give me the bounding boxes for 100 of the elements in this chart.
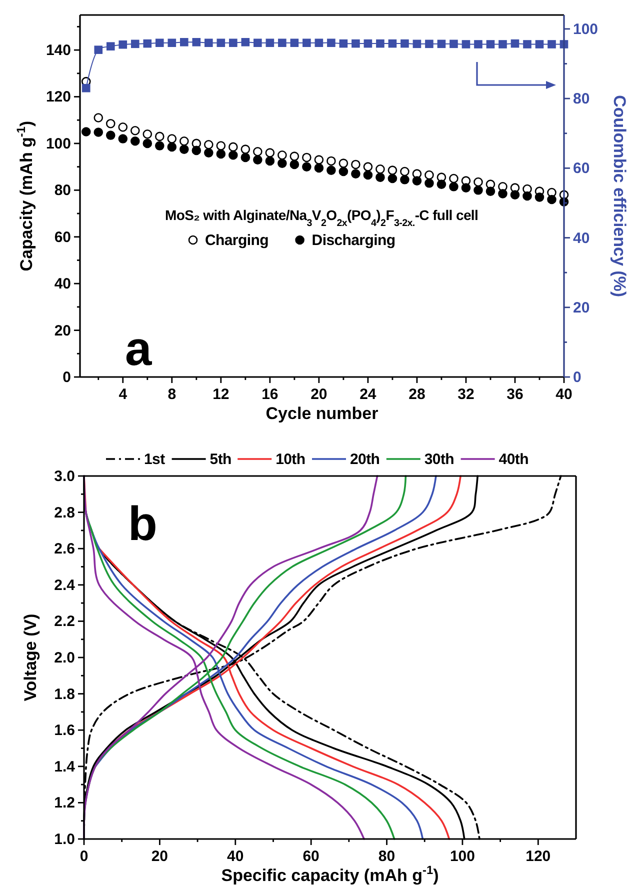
point [290, 38, 299, 47]
point [118, 40, 128, 49]
point [376, 172, 385, 182]
x-axis-title: Specific capacity (mAh g$^{-1}$) [221, 863, 439, 885]
y-tick-label: 40 [54, 276, 71, 293]
point [474, 40, 482, 48]
point [534, 192, 544, 202]
x-tick-label: 16 [262, 386, 278, 403]
point [338, 158, 348, 168]
point [130, 126, 140, 136]
point [240, 144, 250, 154]
text: MoS₂ with Alginate/Na$_{3}$V$_{2}$O$_{2x}$(PO$_{4}$)$_{2}$F$_{3-2x.}$-C full cell [165, 207, 478, 228]
x-tick-label: 100 [450, 848, 475, 865]
point [278, 38, 286, 47]
point [81, 127, 91, 136]
point [204, 148, 214, 158]
point [180, 144, 189, 154]
point [461, 183, 471, 192]
x-tick-label: 120 [526, 848, 551, 865]
x-tick-label: 32 [458, 386, 474, 403]
y-tick-label: 2.8 [54, 504, 75, 522]
point [142, 129, 152, 139]
y-tick-label: 120 [46, 88, 71, 106]
annotation: a [125, 323, 152, 376]
y-axis-title: Voltage (V) [21, 614, 40, 702]
point [400, 39, 409, 48]
point [143, 39, 152, 48]
point [290, 152, 300, 161]
y-tick-label: 1.4 [54, 758, 76, 776]
point [192, 146, 202, 156]
point [363, 162, 373, 172]
y2-tick-label: 20 [573, 299, 590, 316]
x-tick-label: 28 [408, 386, 426, 403]
point [388, 39, 397, 48]
point [510, 190, 520, 200]
y-tick-label: 140 [46, 42, 71, 60]
x-tick-label: 60 [302, 848, 320, 865]
point [474, 177, 483, 187]
legend-label: Discharging [312, 232, 396, 249]
y2-tick-label: 0 [573, 369, 582, 386]
x-tick-label: 80 [378, 848, 396, 865]
point [154, 132, 164, 142]
point [204, 140, 214, 150]
point [130, 40, 140, 48]
point [155, 38, 164, 47]
legend-label: Charging [205, 232, 269, 249]
point [167, 142, 177, 152]
legend-label: 10th [276, 451, 306, 468]
legend-label: 1st [144, 451, 166, 468]
y2-tick-label: 40 [573, 230, 590, 247]
point [474, 186, 483, 195]
point [118, 122, 128, 132]
annotation: b [128, 498, 158, 551]
point [339, 39, 348, 48]
point [326, 166, 336, 175]
x-tick-label: 4 [118, 386, 128, 403]
point [180, 136, 189, 146]
point [118, 134, 128, 144]
point [167, 134, 177, 144]
point [302, 38, 311, 47]
point [265, 148, 275, 158]
point [180, 38, 188, 46]
point [278, 158, 287, 168]
legend-label: 20th [350, 451, 380, 468]
point [363, 170, 373, 180]
point [168, 38, 176, 47]
y-tick-label: 3.0 [54, 468, 75, 485]
point [388, 174, 398, 184]
point [302, 152, 312, 162]
x-tick-label: 20 [310, 386, 328, 403]
point [94, 128, 104, 137]
x-tick-label: 8 [168, 386, 176, 403]
point [253, 146, 262, 156]
y2-tick-label: 60 [573, 160, 590, 178]
point [412, 176, 422, 186]
y2-axis-title: Coulombic efficiency (%) [610, 94, 629, 298]
point [106, 42, 115, 50]
point [216, 149, 226, 159]
x-tick-label: 0 [80, 848, 88, 865]
point [192, 38, 201, 46]
point [486, 186, 496, 196]
y-tick-label: 0 [62, 369, 71, 386]
x-axis-title: Cycle number [266, 404, 379, 423]
y-tick-label: 2.2 [54, 613, 75, 630]
point [216, 38, 226, 47]
point [254, 38, 262, 47]
point [376, 39, 384, 48]
point [425, 40, 434, 48]
point [265, 156, 275, 166]
point [437, 40, 446, 48]
y2-tick-label: 100 [573, 20, 598, 38]
point [228, 150, 238, 160]
point [290, 160, 300, 170]
y-tick-label: 1.8 [54, 686, 75, 703]
point [130, 136, 140, 146]
point [351, 160, 360, 170]
point [364, 39, 372, 48]
y-tick-label: 2.0 [54, 650, 75, 666]
point [388, 166, 398, 175]
point [535, 40, 544, 48]
